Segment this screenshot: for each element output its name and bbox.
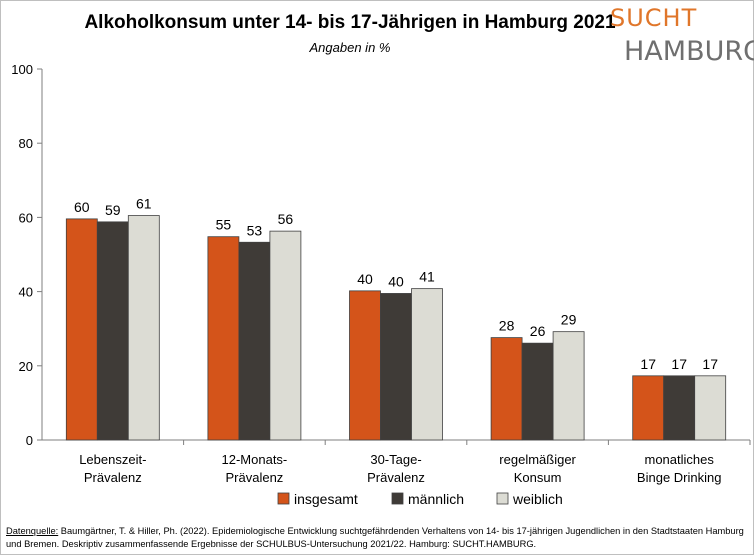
y-tick-label: 20: [19, 359, 33, 374]
y-tick-label: 0: [26, 433, 33, 448]
x-category-label: Binge Drinking: [637, 470, 722, 485]
data-label: 28: [499, 318, 515, 334]
data-label: 56: [278, 211, 294, 227]
bar-insgesamt: [632, 375, 665, 441]
bar-männlich: [96, 221, 129, 441]
x-category-label: Konsum: [514, 470, 562, 485]
legend-swatch-insgesamt: [277, 492, 290, 505]
legend-label: insgesamt: [294, 491, 358, 507]
y-tick-label: 80: [19, 136, 33, 151]
bar-insgesamt: [349, 290, 381, 441]
logo-line-2: HAMBURG: [624, 36, 754, 67]
data-label: 59: [105, 202, 121, 218]
bar-chart: 0 20 40 60 80 100 60 59 61 Lebenszeit- Prävalenz 55…: [11, 62, 751, 507]
bar-weiblich: [127, 215, 160, 441]
y-tick-label: 100: [11, 62, 33, 77]
source-label: Datenquelle:: [6, 526, 59, 536]
bar-männlich: [663, 375, 696, 441]
data-label: 53: [247, 222, 263, 238]
bar-insgesamt: [207, 236, 240, 441]
x-category-label: 30-Tage-: [370, 452, 421, 467]
source-note: Datenquelle: Baumgärtner, T. & Hiller, P…: [6, 525, 748, 551]
bar-weiblich: [552, 331, 585, 441]
data-label: 29: [561, 312, 577, 328]
data-label: 17: [640, 356, 656, 372]
x-category-label: Prävalenz: [367, 470, 425, 485]
x-category-label: Prävalenz: [84, 470, 142, 485]
data-label: 60: [74, 199, 90, 215]
bar-insgesamt: [490, 337, 523, 441]
data-label: 40: [357, 271, 373, 287]
data-label: 41: [419, 269, 435, 285]
x-category-label: regelmäßiger: [499, 452, 576, 467]
legend-swatch-männlich: [391, 492, 404, 505]
y-tick-label: 60: [19, 210, 33, 225]
logo-line-1: SUCHT: [610, 4, 698, 32]
bar-weiblich: [411, 288, 443, 441]
data-label: 55: [216, 217, 232, 233]
bar-männlich: [521, 342, 554, 441]
bar-männlich: [238, 241, 271, 441]
chart-title: Alkoholkonsum unter 14- bis 17-Jährigen …: [84, 12, 616, 33]
source-text: Baumgärtner, T. & Hiller, Ph. (2022). Ep…: [6, 526, 744, 549]
data-label: 26: [530, 323, 546, 339]
legend-label: weiblich: [512, 491, 563, 507]
x-category-label: 12-Monats-: [222, 452, 288, 467]
data-label: 17: [702, 356, 718, 372]
chart-subtitle: Angaben in %: [309, 40, 391, 55]
bar-weiblich: [269, 230, 302, 441]
bar-männlich: [380, 293, 412, 441]
y-tick-label: 40: [19, 285, 33, 300]
x-category-label: Prävalenz: [225, 470, 283, 485]
x-category-label: monatliches: [645, 452, 715, 467]
legend-label: männlich: [408, 491, 464, 507]
sucht-hamburg-logo: SUCHT HAMBURG: [610, 4, 754, 70]
bar-weiblich: [694, 375, 727, 441]
data-label: 17: [671, 356, 687, 372]
legend-swatch-weiblich: [496, 492, 509, 505]
data-label: 61: [136, 196, 152, 212]
bar-insgesamt: [65, 218, 98, 441]
x-category-label: Lebenszeit-: [79, 452, 146, 467]
data-label: 40: [388, 273, 404, 289]
